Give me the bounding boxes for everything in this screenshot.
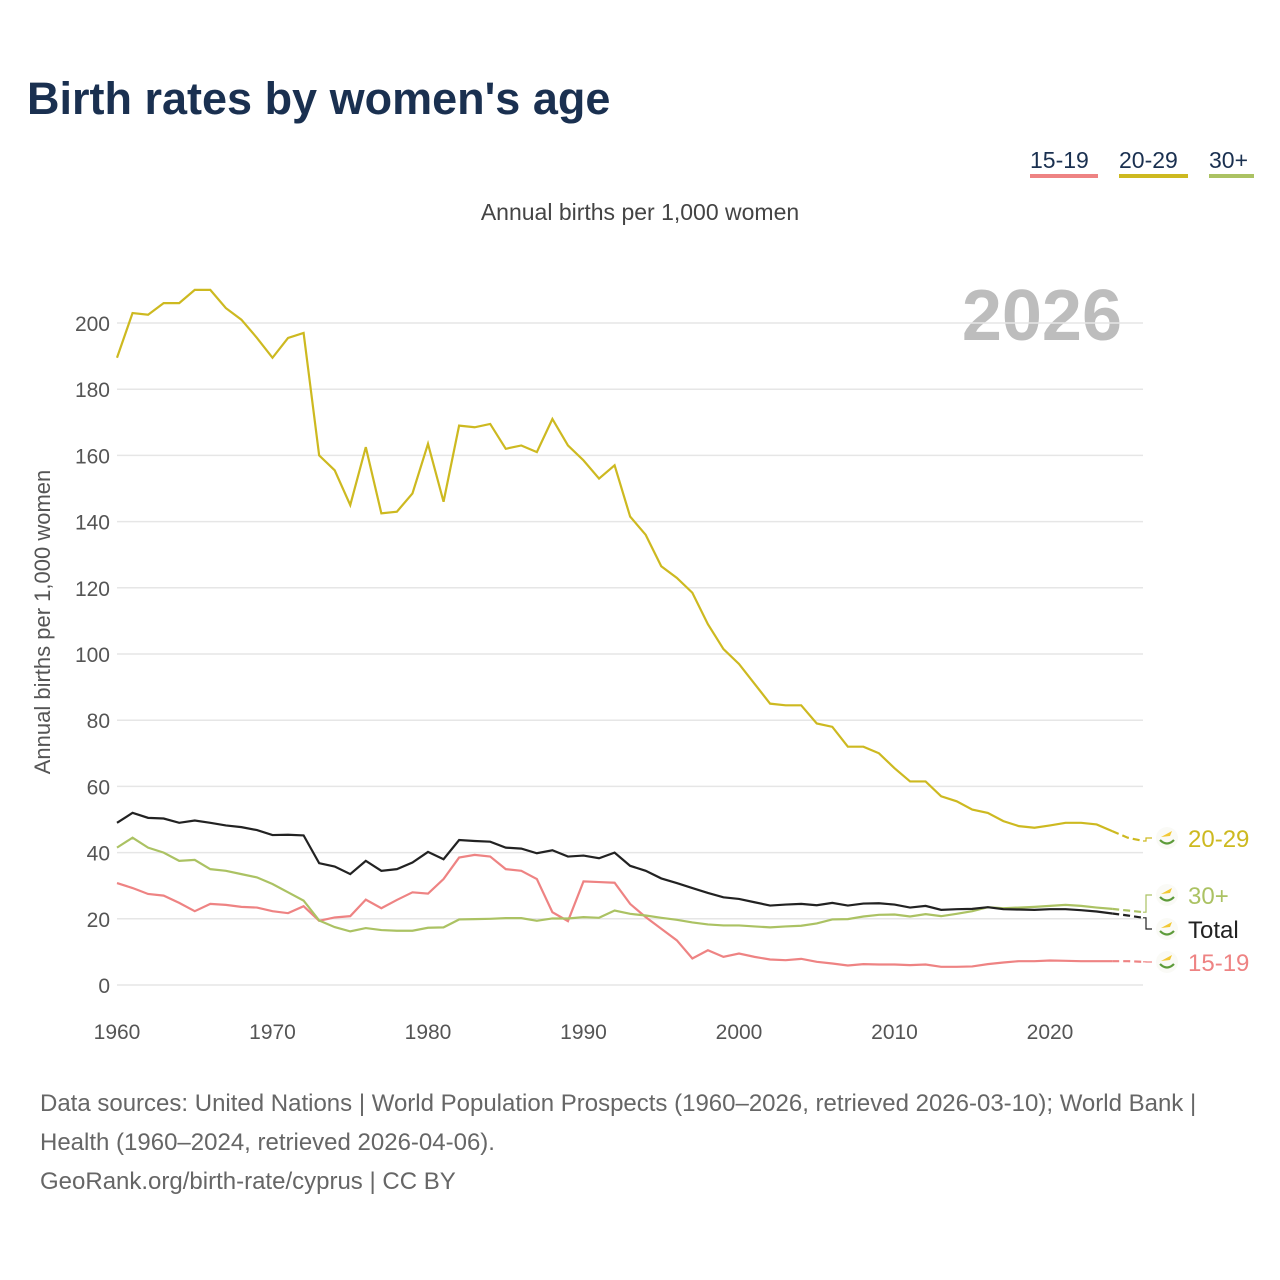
legend-label-20-29[interactable]: 20-29	[1119, 147, 1178, 173]
footer: Data sources: United Nations | World Pop…	[40, 1084, 1230, 1201]
chart-subtitle: Annual births per 1,000 women	[481, 199, 799, 225]
x-tick-label: 1980	[405, 1021, 452, 1044]
y-tick-label: 100	[75, 644, 110, 667]
series-line-20-29	[115, 288, 1113, 833]
series-projection-Total	[1112, 912, 1144, 919]
cyprus-flag-icon	[1156, 884, 1178, 906]
y-tick-label: 20	[87, 909, 110, 932]
series-line-Total	[116, 811, 1113, 915]
end-label-20-29: 20-29	[1188, 826, 1249, 853]
leader-line	[1143, 837, 1152, 842]
series-line-15-19	[116, 853, 1113, 968]
legend-label-30+[interactable]: 30+	[1209, 147, 1248, 173]
chart-title: Birth rates by women's age	[27, 73, 610, 124]
leader-line	[1143, 917, 1152, 930]
x-tick-label: 2020	[1027, 1021, 1074, 1044]
end-label-30+: 30+	[1188, 883, 1229, 910]
series-projection-20-29	[1111, 830, 1144, 843]
y-tick-label: 140	[75, 512, 110, 535]
x-tick-label: 2000	[716, 1021, 763, 1044]
y-tick-label: 120	[75, 578, 110, 601]
source-link[interactable]: GeoRank.org/birth-rate/cyprus | CC BY	[40, 1168, 456, 1195]
cyprus-flag-icon	[1156, 951, 1178, 973]
end-label-15-19: 15-19	[1188, 950, 1249, 977]
cyprus-flag-icon	[1156, 918, 1178, 940]
y-axis-label: Annual births per 1,000 women	[30, 470, 55, 775]
y-tick-label: 160	[75, 445, 110, 468]
legend-label-15-19[interactable]: 15-19	[1030, 147, 1089, 173]
x-tick-label: 1960	[94, 1021, 141, 1044]
y-tick-label: 200	[75, 313, 110, 336]
y-tick-label: 40	[87, 843, 110, 866]
cyprus-flag-icon	[1156, 827, 1178, 849]
x-tick-label: 1990	[560, 1021, 607, 1044]
leader-line	[1143, 894, 1152, 913]
x-tick-label: 1970	[249, 1021, 296, 1044]
x-tick-label: 2010	[871, 1021, 918, 1044]
series-line-30+	[116, 836, 1113, 933]
legend-swatch-20-29	[1119, 174, 1188, 178]
series-projection-30+	[1112, 907, 1144, 914]
y-tick-label: 180	[75, 379, 110, 402]
year-label: 2026	[962, 276, 1122, 356]
end-label-Total: Total	[1188, 917, 1239, 944]
series-projection-15-19	[1112, 960, 1144, 963]
y-tick-label: 60	[87, 776, 110, 799]
legend-swatch-15-19	[1030, 174, 1098, 178]
y-tick-label: 0	[98, 975, 110, 998]
data-sources: Data sources: United Nations | World Pop…	[40, 1090, 1197, 1156]
legend-swatch-30+	[1209, 174, 1254, 178]
y-tick-label: 80	[87, 710, 110, 733]
